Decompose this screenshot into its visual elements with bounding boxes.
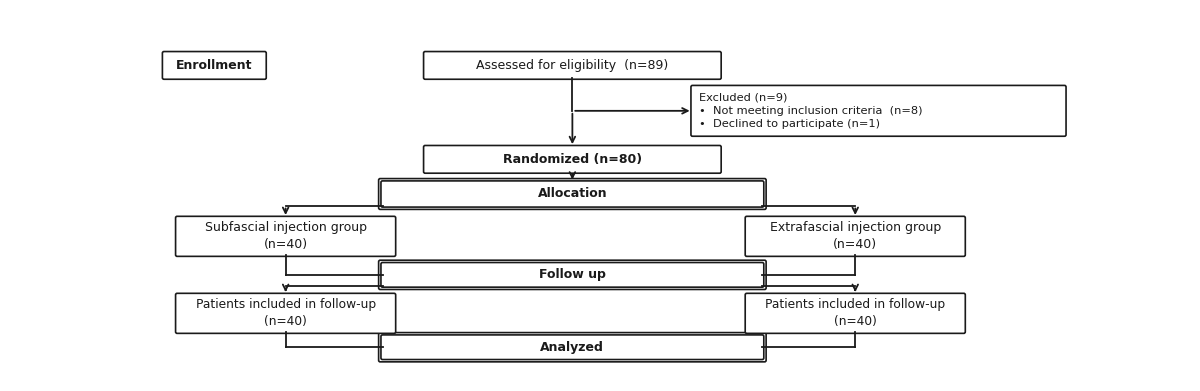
Text: Allocation: Allocation: [538, 188, 607, 201]
FancyBboxPatch shape: [745, 216, 965, 256]
Text: Patients included in follow-up
(n=40): Patients included in follow-up (n=40): [196, 298, 376, 328]
FancyBboxPatch shape: [424, 145, 721, 173]
Text: Subfascial injection group
(n=40): Subfascial injection group (n=40): [205, 221, 367, 251]
FancyBboxPatch shape: [424, 52, 721, 79]
Text: Excluded (n=9)
•  Not meeting inclusion criteria  (n=8)
•  Declined to participa: Excluded (n=9) • Not meeting inclusion c…: [698, 93, 923, 129]
Text: Extrafascial injection group
(n=40): Extrafascial injection group (n=40): [769, 221, 941, 251]
Text: Patients included in follow-up
(n=40): Patients included in follow-up (n=40): [766, 298, 946, 328]
FancyBboxPatch shape: [175, 216, 396, 256]
FancyBboxPatch shape: [162, 52, 266, 79]
Text: Analyzed: Analyzed: [540, 341, 605, 354]
FancyBboxPatch shape: [380, 335, 764, 360]
FancyBboxPatch shape: [745, 293, 965, 334]
FancyBboxPatch shape: [380, 181, 764, 207]
Text: Assessed for eligibility  (n=89): Assessed for eligibility (n=89): [476, 59, 668, 72]
FancyBboxPatch shape: [380, 262, 764, 287]
Text: Follow up: Follow up: [539, 268, 606, 282]
Text: Randomized (n=80): Randomized (n=80): [503, 153, 642, 166]
Text: Enrollment: Enrollment: [176, 59, 252, 72]
FancyBboxPatch shape: [691, 85, 1066, 136]
FancyBboxPatch shape: [175, 293, 396, 334]
